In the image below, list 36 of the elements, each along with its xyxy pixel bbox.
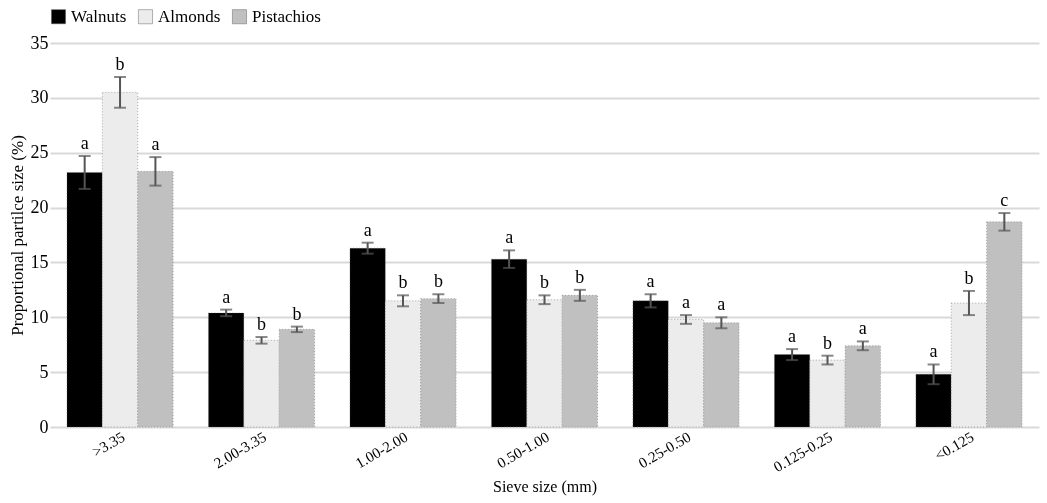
x-tick-label: >3.35 <box>89 428 128 460</box>
data-label: a <box>222 286 231 307</box>
data-label: b <box>822 332 832 353</box>
data-label: b <box>575 266 585 287</box>
y-tick-label: 25 <box>30 142 49 163</box>
data-label: b <box>115 54 125 75</box>
x-axis-title: Sieve size (mm) <box>493 477 597 496</box>
y-axis-title: Proportional partilce size (%) <box>7 135 27 336</box>
legend-label: Almonds <box>158 6 221 26</box>
data-label: a <box>646 271 655 292</box>
y-tick-label: 35 <box>30 32 49 53</box>
data-label: a <box>681 292 690 313</box>
data-label: b <box>964 267 974 288</box>
data-label: a <box>80 133 89 154</box>
data-label: a <box>717 294 726 315</box>
x-tick-label: <0.125 <box>931 428 977 464</box>
data-label: a <box>505 227 514 248</box>
data-label: a <box>363 219 372 240</box>
y-tick-label: 5 <box>39 361 49 382</box>
data-label: b <box>540 272 549 293</box>
data-label: b <box>257 314 267 335</box>
legend-label: Walnuts <box>71 6 127 26</box>
data-label: b <box>433 271 443 292</box>
y-tick-label: 30 <box>30 87 49 108</box>
data-label: a <box>788 326 797 347</box>
y-tick-label: 15 <box>30 251 49 272</box>
data-label: b <box>398 272 408 293</box>
y-tick-label: 20 <box>30 197 49 218</box>
data-label: c <box>1000 190 1009 211</box>
y-tick-label: 0 <box>39 416 49 437</box>
legend-label: Pistachios <box>252 6 321 26</box>
data-label: b <box>292 303 302 324</box>
y-tick-label: 10 <box>30 306 49 327</box>
data-label: a <box>929 341 938 362</box>
data-label: a <box>151 134 160 155</box>
data-label: a <box>858 318 867 339</box>
